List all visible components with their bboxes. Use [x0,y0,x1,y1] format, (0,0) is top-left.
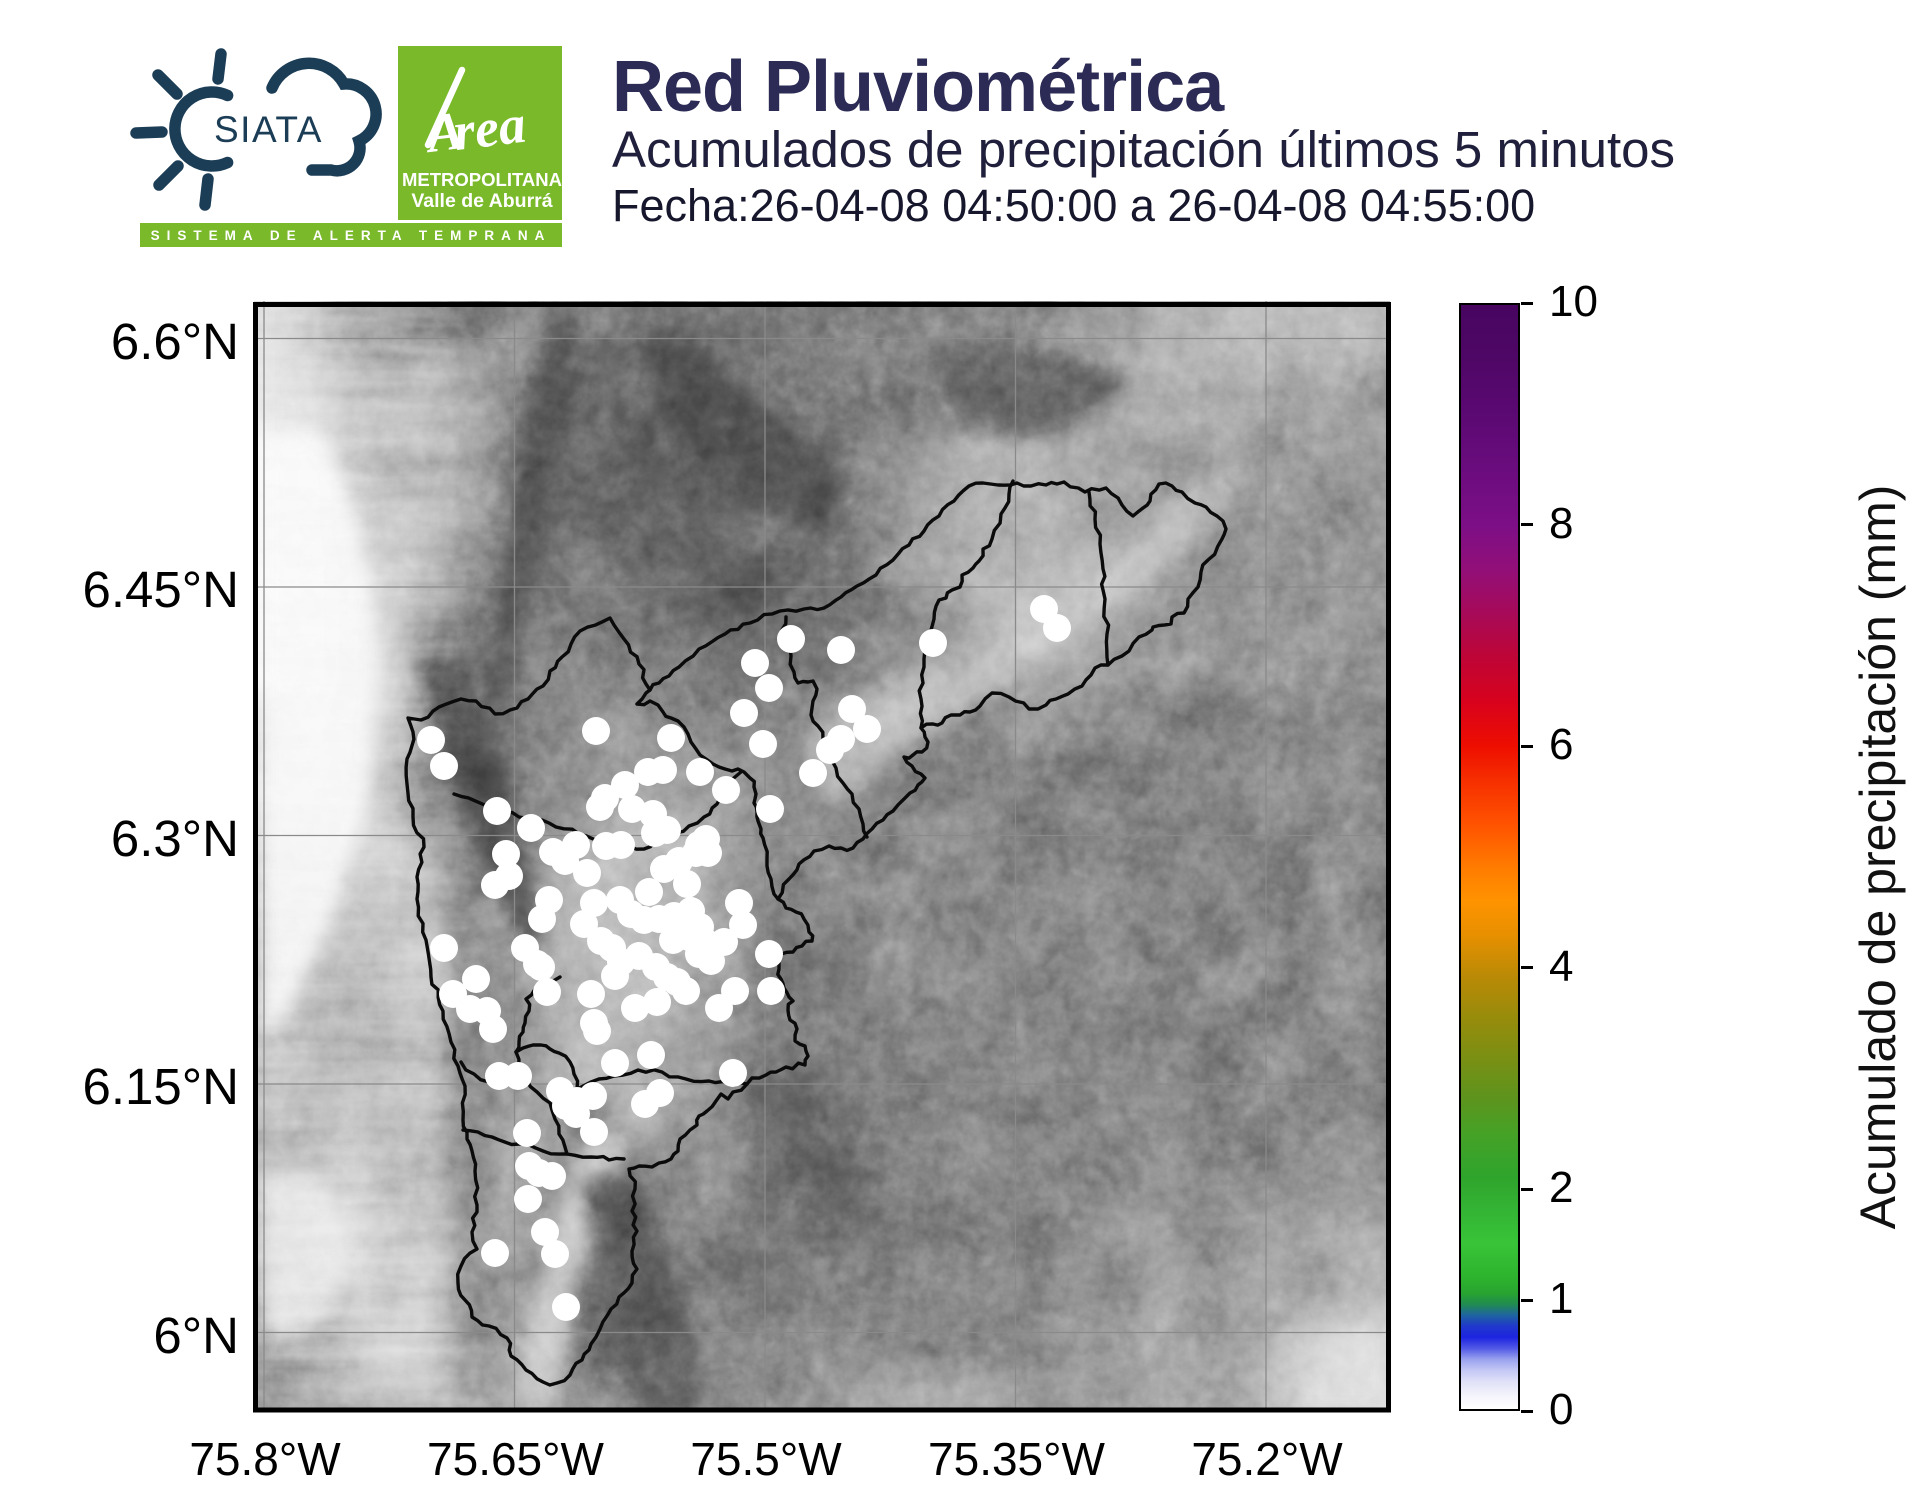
svg-text:rea: rea [450,94,529,162]
svg-text:Valle de Aburrá: Valle de Aburrá [411,190,552,212]
svg-text:SIATA: SIATA [214,109,323,150]
svg-text:METROPOLITANA: METROPOLITANA [402,169,562,190]
